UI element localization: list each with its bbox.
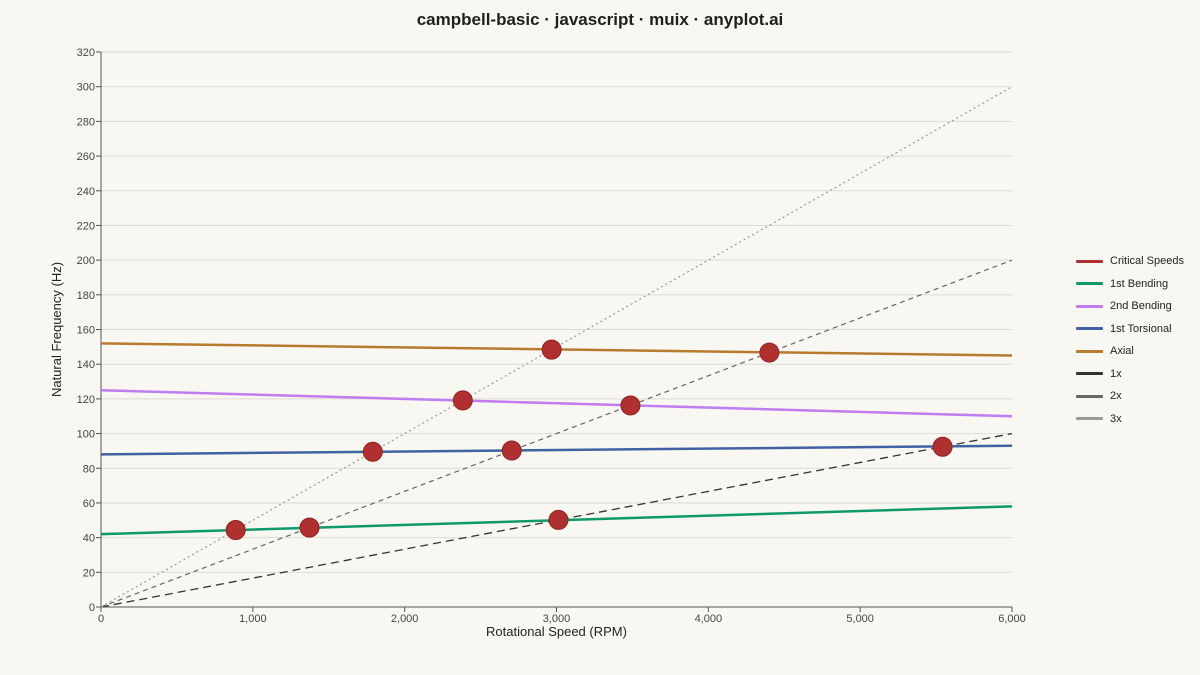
legend-item[interactable]: 3x — [1076, 408, 1184, 431]
y-tick-label: 220 — [77, 220, 95, 232]
legend-label: 1st Torsional — [1110, 322, 1172, 335]
legend-swatch — [1076, 327, 1103, 331]
y-tick-label: 280 — [77, 116, 95, 128]
series-2x-line — [100, 259, 1013, 608]
critical-speed-point[interactable] — [452, 390, 473, 411]
y-tick-label: 100 — [77, 429, 95, 441]
y-tick-label: 200 — [77, 255, 95, 267]
y-tick-label: 0 — [89, 602, 95, 614]
legend-swatch — [1076, 372, 1103, 376]
y-tick-label: 160 — [77, 325, 95, 337]
axes: 0 20 40 60 80 100 120 140 160 180 200 220 240 260 280 3… — [77, 47, 1026, 625]
critical-speed-point[interactable] — [932, 436, 953, 457]
legend-item[interactable]: Axial — [1076, 340, 1184, 363]
y-tick-label: 320 — [77, 47, 95, 59]
y-tick-label: 300 — [77, 82, 95, 94]
series-1x-line — [100, 432, 1013, 608]
y-tick-label: 120 — [77, 394, 95, 406]
critical-speed-point[interactable] — [225, 519, 246, 540]
legend-label: 1x — [1110, 367, 1122, 380]
series-2nd-bending-line — [100, 388, 1013, 418]
legend-label: 1st Bending — [1110, 277, 1169, 290]
legend-label: 3x — [1110, 412, 1122, 425]
legend: Critical Speeds 1st Bending 2nd Bending 1st… — [1076, 250, 1184, 430]
critical-speed-point[interactable] — [620, 395, 641, 416]
x-tick-label: 1,000 — [239, 613, 267, 625]
y-axis-title: Natural Frequency (Hz) — [49, 262, 64, 397]
y-tick-label: 240 — [77, 186, 95, 198]
critical-speed-point[interactable] — [759, 342, 780, 363]
y-tick-label: 20 — [83, 567, 95, 579]
y-tick-label: 140 — [77, 359, 95, 371]
x-tick-label: 5,000 — [846, 613, 874, 625]
legend-swatch — [1076, 259, 1103, 263]
chart-title: campbell-basic · javascript · muix · any… — [416, 10, 784, 29]
legend-item[interactable]: 1x — [1076, 363, 1184, 386]
legend-item[interactable]: 2nd Bending — [1076, 295, 1184, 318]
y-tick-label: 180 — [77, 290, 95, 302]
y-tick-label: 60 — [83, 498, 95, 510]
critical-speed-point[interactable] — [299, 517, 320, 538]
legend-item[interactable]: 1st Torsional — [1076, 318, 1184, 341]
legend-item[interactable]: 1st Bending — [1076, 273, 1184, 296]
legend-swatch — [1076, 394, 1103, 398]
y-tick-label: 80 — [83, 463, 95, 475]
legend-swatch — [1076, 417, 1103, 421]
legend-label: Axial — [1110, 345, 1134, 358]
legend-swatch — [1076, 304, 1103, 308]
critical-speed-point[interactable] — [362, 441, 383, 462]
y-tick-label: 40 — [83, 533, 95, 545]
legend-label: 2nd Bending — [1110, 300, 1172, 313]
legend-item[interactable]: 2x — [1076, 385, 1184, 408]
grid-lines — [101, 51, 1012, 573]
legend-swatch — [1076, 349, 1103, 353]
legend-label: 2x — [1110, 390, 1122, 403]
legend-label: Critical Speeds — [1110, 255, 1184, 268]
x-tick-label: 3,000 — [543, 613, 571, 625]
legend-swatch — [1076, 282, 1103, 286]
legend-item[interactable]: Critical Speeds — [1076, 250, 1184, 273]
x-tick-label: 6,000 — [998, 613, 1026, 625]
x-axis-title: Rotational Speed (RPM) — [486, 624, 627, 639]
series-1st-torsional-line — [100, 444, 1013, 456]
critical-speed-point[interactable] — [501, 440, 522, 461]
y-tick-label: 260 — [77, 151, 95, 163]
x-tick-label: 0 — [98, 613, 104, 625]
critical-speed-point[interactable] — [548, 509, 569, 530]
critical-speed-markers — [225, 339, 953, 540]
x-tick-label: 4,000 — [695, 613, 723, 625]
critical-speed-point[interactable] — [541, 339, 562, 360]
x-tick-label: 2,000 — [391, 613, 419, 625]
